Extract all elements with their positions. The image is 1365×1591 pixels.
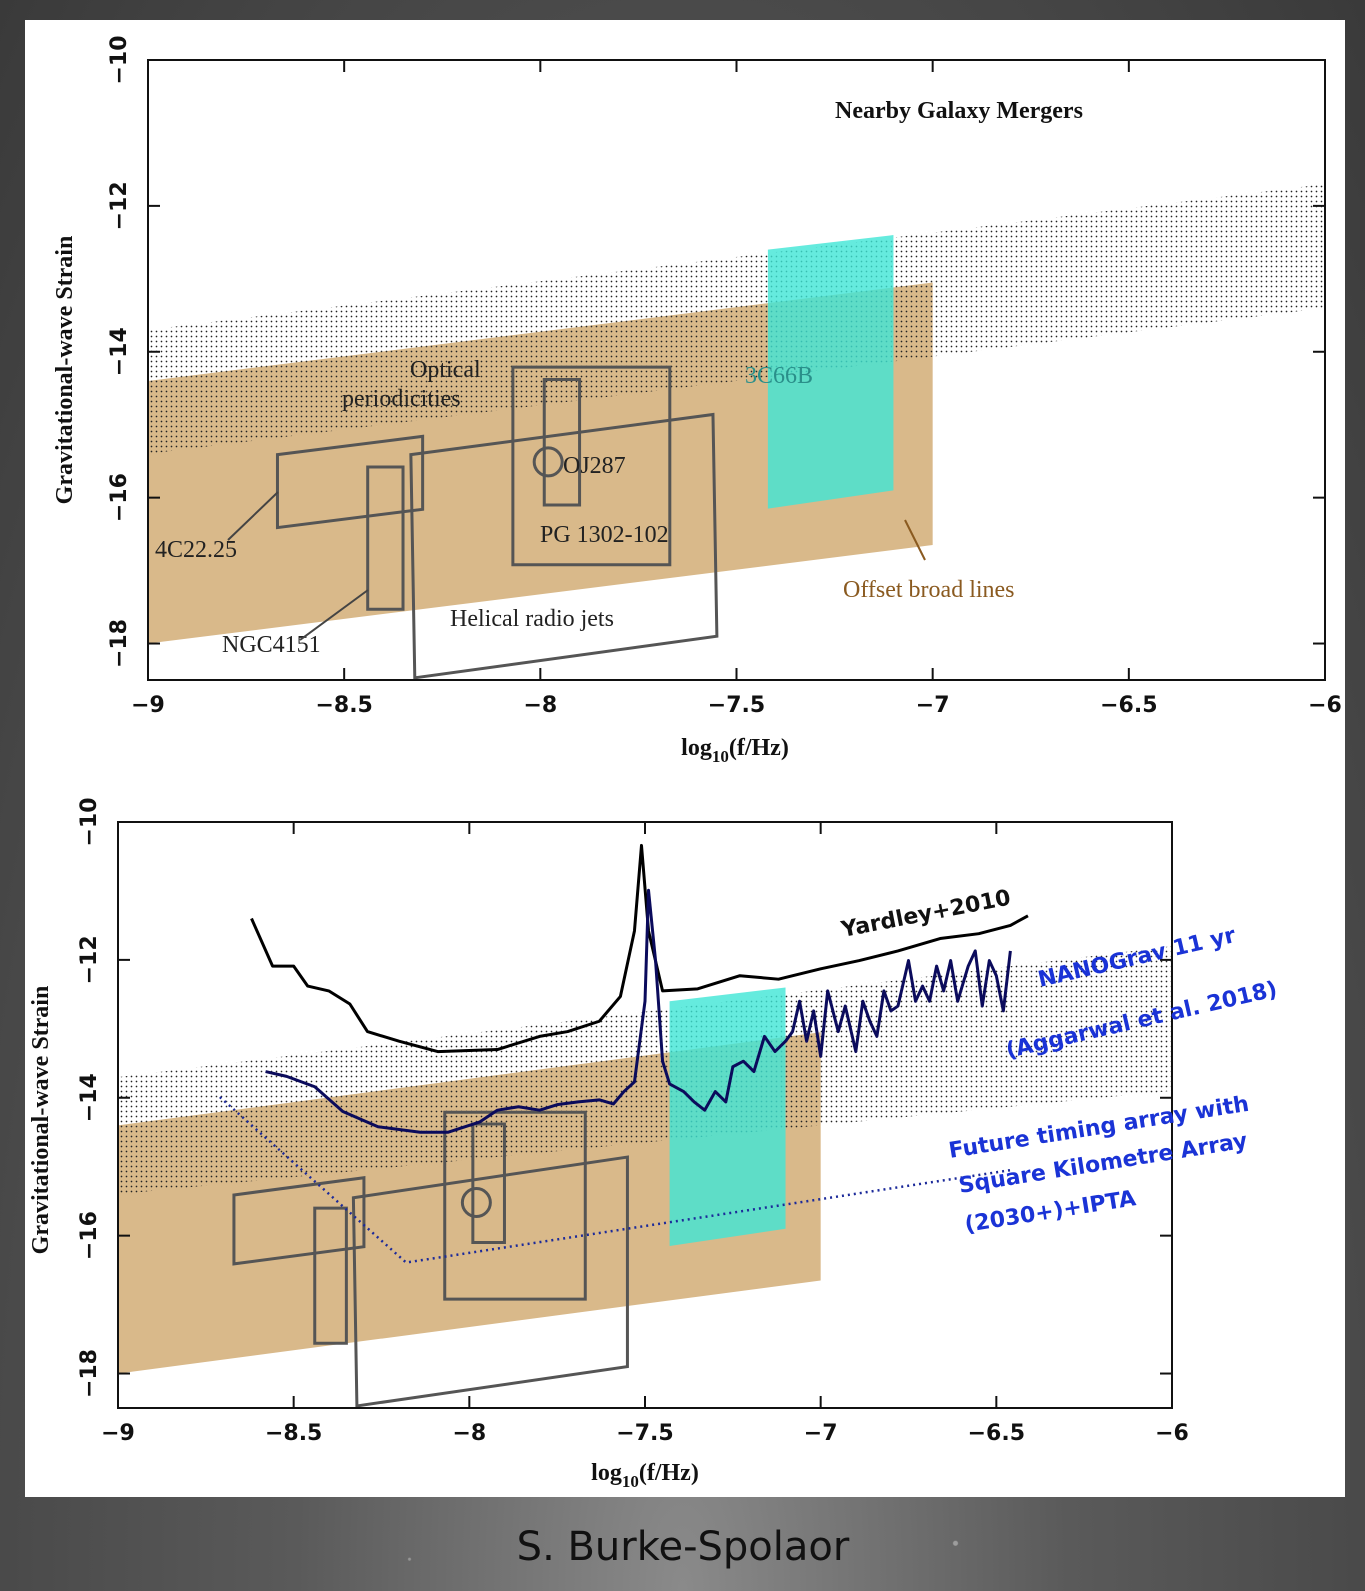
- y-tick-label: −16: [77, 1211, 102, 1260]
- y-tick-label: −14: [107, 327, 132, 376]
- annotation: Optical: [410, 357, 481, 383]
- y-tick-label: −10: [107, 35, 132, 84]
- x-tick-label: −6: [1155, 1421, 1189, 1446]
- x-axis-label-part: 10: [712, 747, 729, 766]
- y-tick-label: −12: [77, 935, 102, 984]
- annotation: Offset broad lines: [843, 577, 1015, 603]
- y-axis-label: Gravitational-wave Strain: [28, 986, 54, 1255]
- credit: S. Burke-Spolaor: [517, 1524, 850, 1570]
- x-tick-label: −7.5: [708, 693, 765, 718]
- x-axis-label-part: log: [591, 1460, 622, 1486]
- x-tick-label: −9: [131, 693, 165, 718]
- x-tick-label: −8.5: [265, 1421, 322, 1446]
- x-tick-label: −7.5: [616, 1421, 673, 1446]
- x-tick-label: −6.5: [1100, 693, 1157, 718]
- y-tick-label: −16: [107, 473, 132, 522]
- annotation: Helical radio jets: [450, 606, 614, 632]
- x-tick-label: −6.5: [968, 1421, 1025, 1446]
- page: −9−8.5−8−7.5−7−6.5−6−10−12−14−16−18log10…: [0, 0, 1365, 1591]
- annotation: periodicities: [342, 386, 461, 412]
- annotation: 4C22.25: [155, 537, 237, 563]
- x-tick-label: −6: [1308, 693, 1342, 718]
- x-tick-label: −7: [916, 693, 950, 718]
- x-tick-label: −8: [523, 693, 557, 718]
- y-axis-label: Gravitational-wave Strain: [52, 236, 78, 505]
- annotation: OJ287: [563, 453, 626, 479]
- y-tick-label: −18: [107, 619, 132, 668]
- y-tick-label: −12: [107, 181, 132, 230]
- y-tick-label: −14: [77, 1073, 102, 1122]
- x-tick-label: −8.5: [315, 693, 372, 718]
- annotation: 3C66B: [745, 363, 813, 389]
- x-axis-label-part: 10: [622, 1472, 639, 1491]
- annotation: Nearby Galaxy Mergers: [835, 98, 1083, 124]
- region: [670, 987, 786, 1246]
- figure: −9−8.5−8−7.5−7−6.5−6−10−12−14−16−18log10…: [0, 0, 1365, 1591]
- y-tick-label: −18: [77, 1349, 102, 1398]
- x-tick-label: −8: [452, 1421, 486, 1446]
- x-tick-label: −9: [101, 1421, 135, 1446]
- annotation: PG 1302-102: [540, 522, 669, 548]
- x-axis-label-part: (f/Hz): [729, 735, 789, 761]
- x-axis-label-part: log: [681, 735, 712, 761]
- x-tick-label: −7: [804, 1421, 838, 1446]
- y-tick-label: −10: [77, 797, 102, 846]
- x-axis-label-part: (f/Hz): [639, 1460, 699, 1486]
